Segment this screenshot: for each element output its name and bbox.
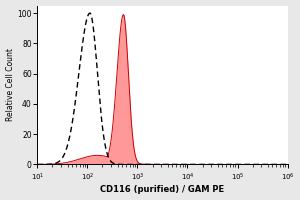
X-axis label: CD116 (purified) / GAM PE: CD116 (purified) / GAM PE — [100, 185, 224, 194]
Y-axis label: Relative Cell Count: Relative Cell Count — [6, 48, 15, 121]
